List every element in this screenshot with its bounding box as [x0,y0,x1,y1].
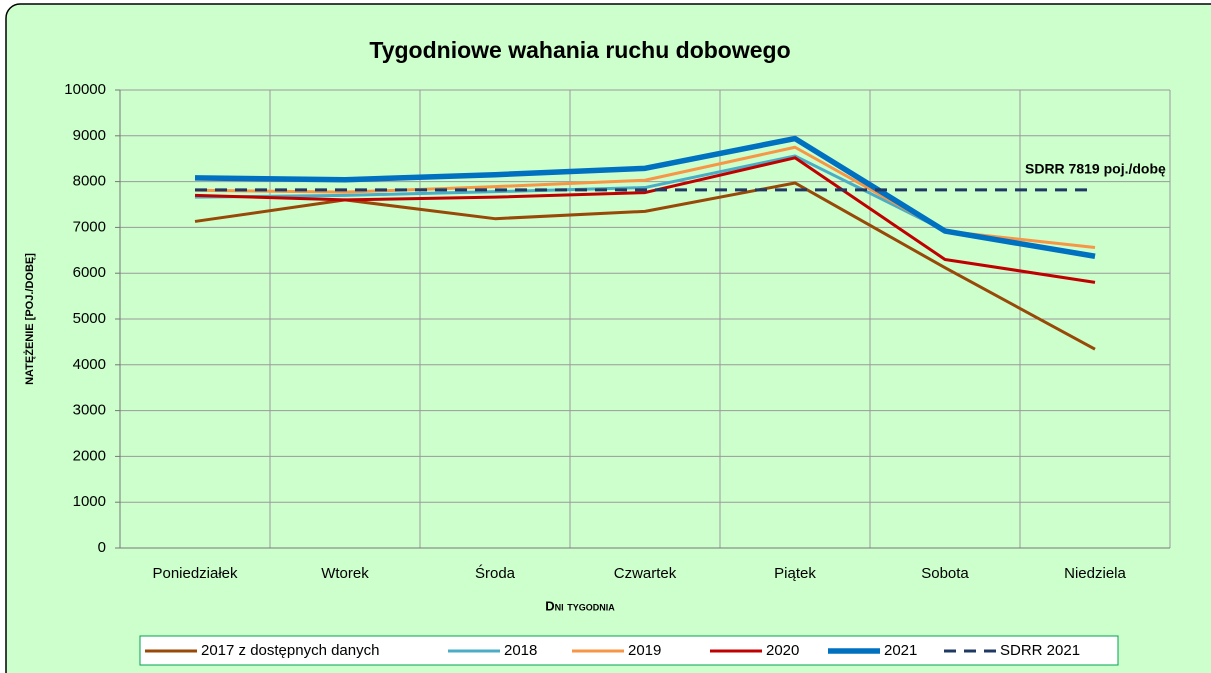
series-line [194,135,1096,259]
y-tick-label: 5000 [73,310,106,327]
y-axis-label: NATĘŻENIE [POJ./DOBĘ] [23,253,36,385]
annotation: SDRR 7819 poj./dobę [1025,161,1166,177]
series-line [194,156,1096,284]
x-tick-label: Środa [475,564,516,582]
x-tick-label: Poniedziałek [152,565,238,582]
y-tick-label: 1000 [73,493,106,510]
x-tick-label: Piątek [774,565,816,582]
y-tick-label: 4000 [73,356,106,373]
legend-label: 2019 [628,642,661,659]
legend-label: 2020 [766,642,799,659]
y-tick-label: 8000 [73,173,106,190]
y-tick-label: 2000 [73,447,106,464]
y-tick-label: 9000 [73,127,106,144]
y-tick-label: 0 [98,539,106,556]
chart-background [5,3,1211,673]
x-tick-label: Wtorek [321,565,369,582]
x-axis-label: Dni tygodnia [545,598,615,613]
chart-title: Tygodniowe wahania ruchu dobowego [369,37,790,63]
legend-label: 2017 z dostępnych danych [201,642,379,659]
legend-label: 2021 [884,642,917,659]
legend-label: 2018 [504,642,537,659]
x-tick-label: Czwartek [614,565,677,582]
y-tick-label: 6000 [73,264,106,281]
legend-label: SDRR 2021 [1000,642,1080,659]
y-tick-label: 3000 [73,402,106,419]
y-tick-label: 10000 [64,81,106,98]
x-tick-label: Niedziela [1064,565,1126,582]
x-tick-label: Sobota [921,565,969,582]
y-tick-label: 7000 [73,218,106,235]
